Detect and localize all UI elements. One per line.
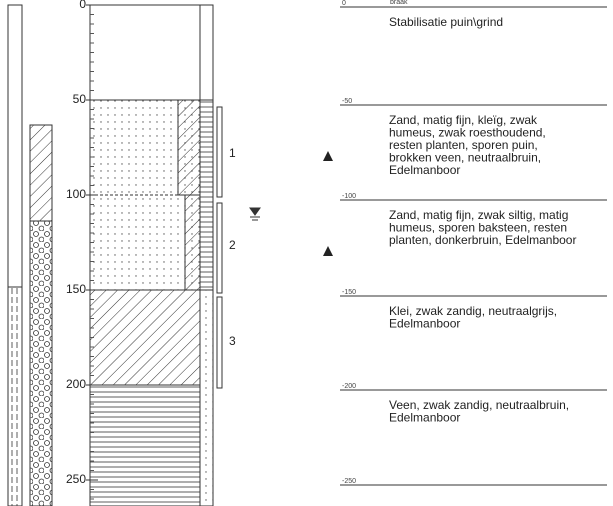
clay (90, 290, 200, 385)
water-table (249, 207, 261, 221)
description-line: Zand, matig fijn, kleïg, zwak (389, 113, 538, 127)
marker (323, 151, 333, 161)
description-line: Edelmanboor (389, 317, 460, 331)
description-line: humeus, zwak roesthoudend, (389, 126, 546, 140)
sample-box (216, 296, 223, 389)
depth-tick-label: 100 (66, 187, 86, 201)
sand-hatch (177, 99, 201, 196)
sample-label: 1 (229, 146, 236, 160)
depth-tick-label: 150 (66, 282, 86, 296)
description-line: Klei, zwak zandig, neutraalgrijs, (389, 304, 557, 318)
sample-label: 3 (229, 334, 236, 348)
description-line: Veen, zwak zandig, neutraalbruin, (389, 398, 569, 412)
depth-label: 0 (342, 0, 346, 7)
peat (90, 385, 200, 506)
column-2-gravel (29, 220, 53, 506)
depth-tick-label: 50 (73, 92, 87, 106)
description-line: Edelmanboor (389, 163, 460, 177)
description-line: Stabilisatie puin\grind (389, 15, 503, 29)
depth-label: -200 (342, 383, 356, 390)
depth-label: -100 (342, 193, 356, 200)
column-2-hatch (29, 124, 53, 222)
description-line: humeus, sporen baksteen, resten (389, 221, 567, 235)
strip (200, 100, 213, 290)
description-line: brokken veen, neutraalbruin, (389, 151, 541, 165)
sample-label: 2 (229, 238, 236, 252)
sample-box (216, 202, 223, 294)
column-1-fill (7, 286, 23, 506)
sand-hatch (184, 194, 201, 291)
description-line: planten, donkerbruin, Edelmanboor (389, 233, 576, 247)
top-label: braak (390, 0, 408, 6)
depth-label: -250 (342, 478, 356, 485)
description-line: Zand, matig fijn, zwak siltig, matig (389, 208, 568, 222)
depth-tick-label: 0 (79, 0, 86, 11)
depth-tick-label: 250 (66, 472, 86, 486)
depth-label: -50 (342, 98, 352, 105)
depth-tick-label: 200 (66, 377, 86, 391)
depth-label: -150 (342, 289, 356, 296)
marker (323, 246, 333, 256)
strip (200, 290, 213, 506)
description-line: Edelmanboor (389, 411, 460, 425)
sample-box (216, 106, 223, 198)
description-line: resten planten, sporen puin, (389, 138, 538, 152)
